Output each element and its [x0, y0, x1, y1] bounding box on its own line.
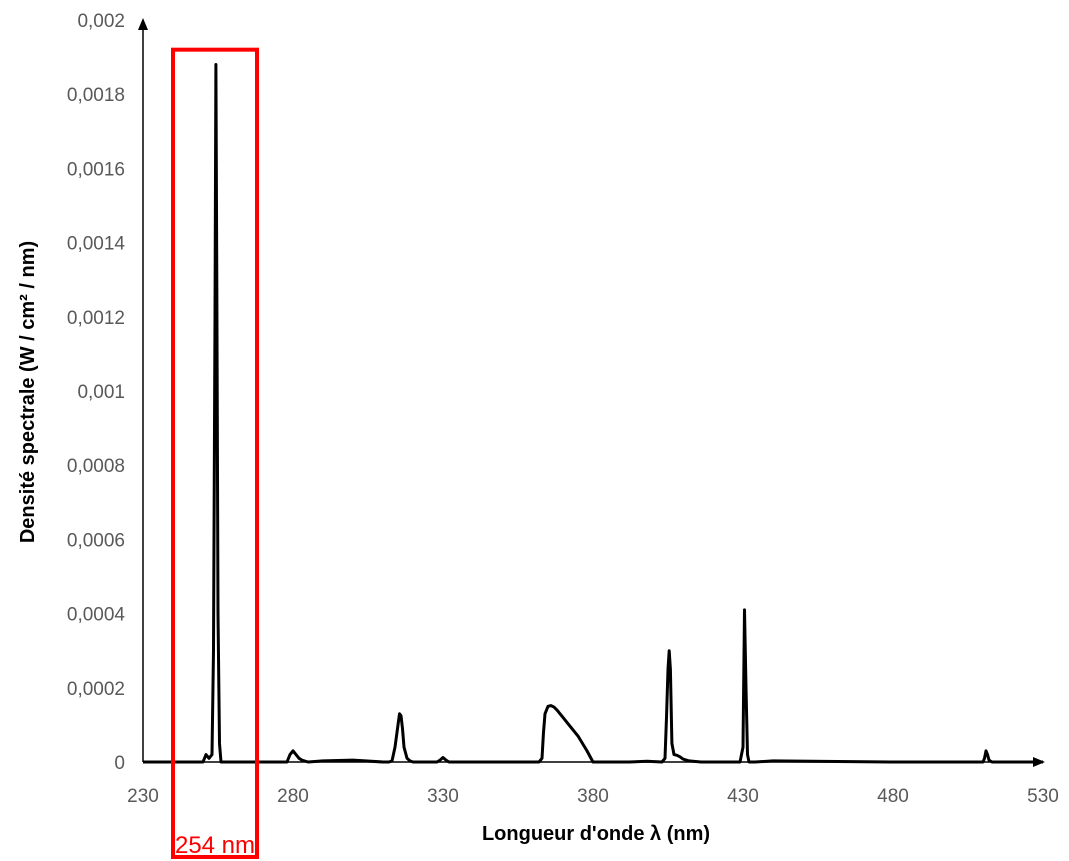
x-tick-label: 480: [877, 786, 909, 807]
axes: [138, 18, 1045, 767]
y-axis-title: Densité spectrale (W / cm² / nm): [17, 241, 39, 543]
x-axis-arrow: [1033, 757, 1045, 767]
x-tick-label: 280: [277, 786, 309, 807]
y-tick-label: 0,0014: [67, 234, 126, 255]
y-tick-label: 0,0004: [67, 605, 126, 626]
y-tick-label: 0,001: [77, 382, 125, 403]
x-tick-label: 530: [1027, 786, 1059, 807]
annotation: 254 nm: [171, 47, 259, 860]
y-axis-arrow: [138, 18, 148, 30]
y-tick-label: 0,0016: [67, 159, 125, 180]
y-tick-label: 0,0002: [67, 679, 125, 700]
y-tick-label: 0,0012: [67, 308, 125, 329]
highlight-box-254nm: [171, 47, 259, 860]
y-tick-label: 0,0006: [67, 530, 125, 551]
y-tick-label: 0: [114, 753, 125, 774]
x-axis-title: Longueur d'onde λ (nm): [482, 823, 710, 845]
x-tick-label: 380: [577, 786, 609, 807]
x-tick-label: 330: [427, 786, 459, 807]
y-axis-tick-labels: 0 0,0002 0,0004 0,0006 0,0008 0,001 0,0012 0,00…: [67, 11, 126, 774]
x-tick-label: 230: [127, 786, 159, 807]
spectrum-line: [143, 63, 1043, 764]
x-tick-label: 430: [727, 786, 759, 807]
annotation-label-254nm: 254 nm: [175, 832, 255, 859]
series-layer: [143, 63, 1043, 764]
y-tick-label: 0,002: [77, 11, 125, 32]
x-axis-tick-labels: 230 280 330 380 430 480 530: [127, 786, 1059, 807]
y-tick-label: 0,0008: [67, 456, 125, 477]
y-tick-label: 0,0018: [67, 85, 125, 106]
